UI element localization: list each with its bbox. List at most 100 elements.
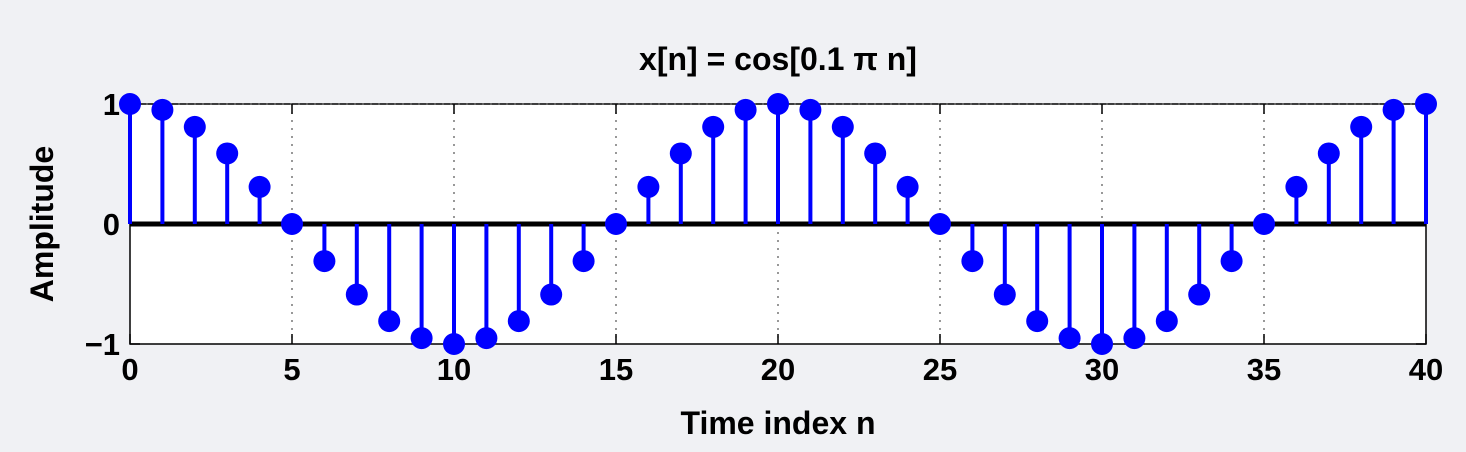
x-tick-label: 25 [923,352,957,387]
stem-point-40 [1415,93,1437,224]
stem-point-32 [1155,224,1178,333]
stem-marker [1317,142,1340,165]
stem-marker [1058,327,1081,350]
stem-marker [345,283,368,306]
stem-marker [864,142,887,165]
stem-point-15 [605,213,627,235]
stem-point-28 [1026,224,1049,333]
stem-point-7 [345,224,368,306]
stem-marker [799,98,822,121]
stem-point-13 [540,224,563,306]
stem-point-39 [1382,98,1405,224]
stem-point-8 [378,224,401,333]
stem-marker [1123,327,1146,350]
stem-marker [1350,115,1373,138]
stem-point-37 [1317,142,1340,224]
stem-point-30 [1091,224,1113,355]
x-tick-label: 5 [283,352,300,387]
stem-marker [410,327,433,350]
x-tick-label: 40 [1409,352,1443,387]
stem-marker [572,250,595,273]
stem-point-10 [443,224,465,355]
x-tick-label: 10 [437,352,471,387]
stem-marker [475,327,498,350]
stem-marker [961,250,984,273]
stem-point-20 [767,93,789,224]
x-tick-label: 30 [1085,352,1119,387]
stem-point-21 [799,98,822,224]
stem-marker [507,310,530,333]
y-axis-label: Amplitude [24,146,60,302]
stem-point-6 [313,224,336,273]
stem-point-35 [1253,213,1275,235]
stem-point-17 [669,142,692,224]
stem-point-19 [734,98,757,224]
x-tick-label: 35 [1247,352,1281,387]
stem-marker [1155,310,1178,333]
y-tick-label: −1 [85,327,120,362]
stem-marker [313,250,336,273]
stem-marker [831,115,854,138]
stem-point-9 [410,224,433,350]
stem-point-26 [961,224,984,273]
stem-marker [1188,283,1211,306]
stems [119,93,1437,355]
stem-marker [993,283,1016,306]
stem-point-2 [183,115,206,224]
x-tick-label: 20 [761,352,795,387]
stem-marker [669,142,692,165]
stem-point-33 [1188,224,1211,306]
stem-point-14 [572,224,595,273]
stem-marker [929,213,951,235]
x-axis-label: Time index n [680,405,875,441]
x-tick-label: 15 [599,352,633,387]
stem-marker [119,93,141,115]
stem-marker [702,115,725,138]
stem-marker [443,333,465,355]
stem-marker [896,175,919,198]
stem-marker [248,175,271,198]
stem-point-16 [637,175,660,224]
stem-marker [378,310,401,333]
stem-point-27 [993,224,1016,306]
stem-point-5 [281,213,303,235]
y-tick-label: 1 [103,87,120,122]
stem-marker [183,115,206,138]
y-tick-labels: −1 0 1 [85,87,120,362]
stem-point-1 [151,98,174,224]
stem-marker [767,93,789,115]
stem-marker [637,175,660,198]
stem-point-4 [248,175,271,224]
stem-marker [1415,93,1437,115]
stem-point-11 [475,224,498,350]
stem-marker [540,283,563,306]
stem-point-29 [1058,224,1081,350]
y-tick-label: 0 [103,207,120,242]
stem-marker [605,213,627,235]
x-tick-labels: 0 5 10 15 20 25 30 35 40 [121,352,1443,387]
stem-marker [216,142,239,165]
stem-point-22 [831,115,854,224]
stem-point-12 [507,224,530,333]
x-tick-label: 0 [121,352,138,387]
stem-marker [151,98,174,121]
stem-marker [734,98,757,121]
stem-marker [1382,98,1405,121]
stem-point-23 [864,142,887,224]
stem-point-0 [119,93,141,224]
stem-point-3 [216,142,239,224]
stem-point-18 [702,115,725,224]
stem-point-38 [1350,115,1373,224]
stem-marker [1253,213,1275,235]
stem-marker [281,213,303,235]
chart-title: x[n] = cos[0.1 π n] [639,41,917,77]
stem-point-24 [896,175,919,224]
stem-point-34 [1220,224,1243,273]
stem-marker [1285,175,1308,198]
stem-marker [1091,333,1113,355]
stem-marker [1026,310,1049,333]
stem-point-31 [1123,224,1146,350]
stem-point-36 [1285,175,1308,224]
stem-point-25 [929,213,951,235]
